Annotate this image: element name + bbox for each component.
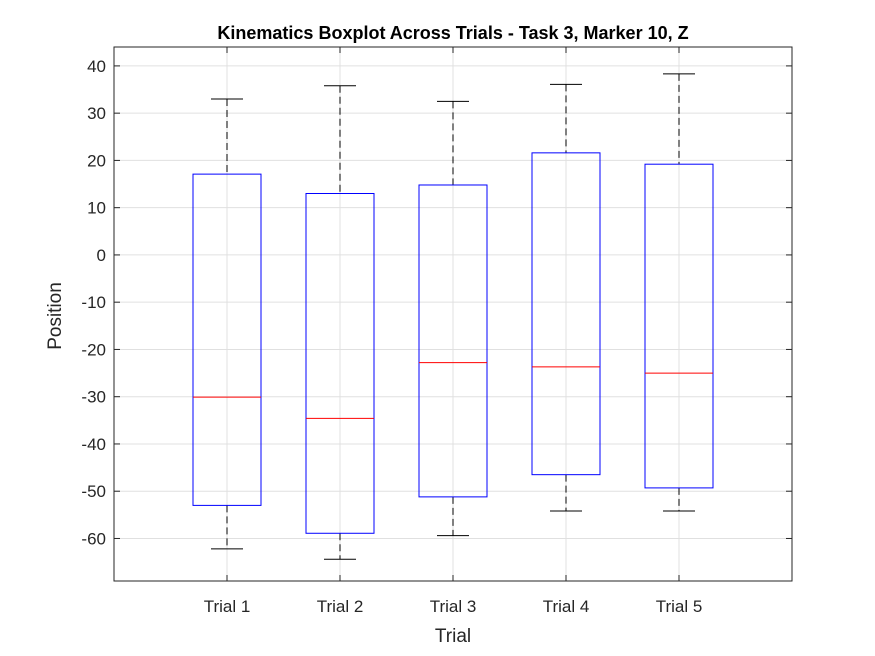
chart-title: Kinematics Boxplot Across Trials - Task … xyxy=(217,23,688,43)
y-tick-label: -20 xyxy=(81,340,106,359)
iqr-box xyxy=(418,184,488,498)
box-1 xyxy=(192,98,262,550)
y-tick-label: 10 xyxy=(87,199,106,218)
box-4 xyxy=(531,83,601,512)
y-tick-label: 20 xyxy=(87,151,106,170)
x-tick-label: Trial 5 xyxy=(656,597,703,616)
x-tick-label: Trial 4 xyxy=(543,597,590,616)
y-tick-label: -40 xyxy=(81,435,106,454)
iqr-box xyxy=(192,173,262,506)
x-axis: Trial 1 Trial 2 Trial 3 Trial 4 Trial 5 xyxy=(204,47,703,616)
x-tick-label: Trial 3 xyxy=(430,597,477,616)
y-tick-label: 0 xyxy=(97,246,106,265)
y-tick-label: -10 xyxy=(81,293,106,312)
y-tick-label: -50 xyxy=(81,482,106,501)
iqr-box xyxy=(531,152,601,476)
iqr-box xyxy=(644,163,714,489)
y-tick-label: 30 xyxy=(87,104,106,123)
box-2 xyxy=(305,85,375,560)
x-tick-label: Trial 2 xyxy=(317,597,364,616)
iqr-box xyxy=(305,192,375,534)
y-tick-label: -60 xyxy=(81,529,106,548)
y-tick-label: 40 xyxy=(87,57,106,76)
box-3 xyxy=(418,100,488,537)
y-tick-label: -30 xyxy=(81,388,106,407)
x-axis-label: Trial xyxy=(435,626,471,647)
boxes xyxy=(192,73,714,560)
x-tick-label: Trial 1 xyxy=(204,597,251,616)
y-axis-label: Position xyxy=(45,282,66,350)
y-axis: 40 30 20 10 0 -10 -20 -30 -40 -50 -60 xyxy=(81,57,792,548)
box-5 xyxy=(644,73,714,512)
